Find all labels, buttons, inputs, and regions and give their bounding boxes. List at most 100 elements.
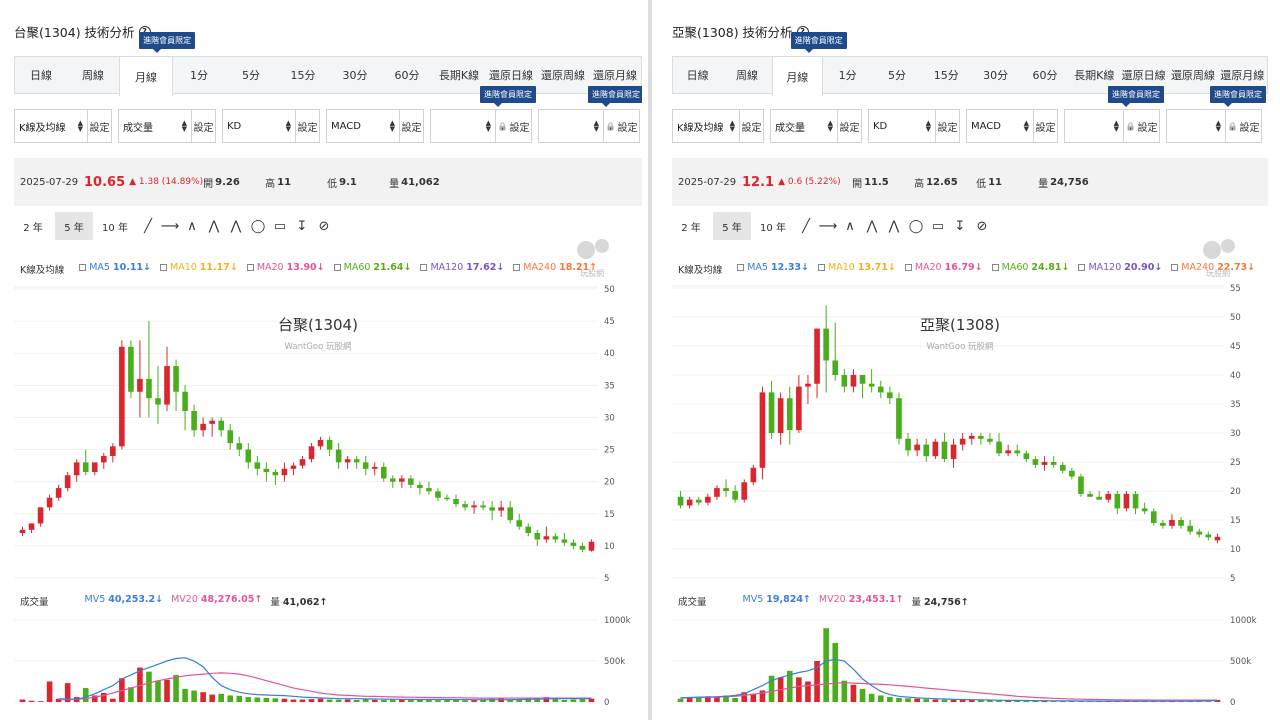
volume-bar xyxy=(1032,700,1039,702)
settings-label: 設定 xyxy=(193,122,214,134)
tab-6[interactable]: 30分 xyxy=(983,69,1009,82)
indicator-dropdown[interactable]: ▲ ▼ xyxy=(1065,110,1123,142)
hline-tool-icon[interactable]: ⟶ xyxy=(160,218,180,234)
settings-button[interactable]: 設定 xyxy=(295,110,319,142)
hide-tool-icon[interactable]: ⊘ xyxy=(976,218,988,234)
ma-item[interactable]: MA240 22.73↓ xyxy=(1171,262,1255,276)
settings-button[interactable]: 🔒 設定 xyxy=(1123,110,1159,142)
price-chart[interactable]: 55 50 45 40 35 30 25 20 15 10 5 亞聚(1308) WantGoo 玩股網… xyxy=(672,0,1268,720)
tab-7[interactable]: 60分 xyxy=(1032,69,1058,82)
tab-2[interactable]: 月線 xyxy=(771,57,823,96)
indicator-dropdown[interactable]: K線及均線 ▲ ▼ xyxy=(673,110,739,142)
tab-11[interactable]: 還原月線 xyxy=(593,69,637,82)
line-tool-icon[interactable]: ╱ xyxy=(144,218,152,234)
indicator-dropdown[interactable]: MACD ▲ ▼ xyxy=(327,110,399,142)
indicator-dropdown[interactable]: MACD ▲ ▼ xyxy=(967,110,1033,142)
ma-item[interactable]: MA10 13.71↓ xyxy=(818,262,896,276)
circle-tool-icon[interactable]: ◯ xyxy=(250,218,266,234)
tab-8[interactable]: 長期K線 xyxy=(438,69,480,82)
dropdown-value: MACD xyxy=(331,120,361,132)
tab-7[interactable]: 60分 xyxy=(394,69,420,82)
volume-bar xyxy=(245,697,252,702)
abc-tool-icon[interactable]: ⋀ xyxy=(208,218,220,234)
dropdown-value: 成交量 xyxy=(123,122,153,134)
range-button-2[interactable]: 10 年 xyxy=(102,222,128,234)
ma-item[interactable]: MA20 13.90↓ xyxy=(246,262,325,276)
tab-1[interactable]: 周線 xyxy=(82,69,104,82)
indicator-dropdown[interactable]: KD ▲ ▼ xyxy=(223,110,295,142)
candle xyxy=(462,500,468,511)
text-tool-icon[interactable]: ↧ xyxy=(296,218,308,234)
tab-5[interactable]: 15分 xyxy=(933,69,959,82)
hline-tool-icon[interactable]: ⟶ xyxy=(818,218,838,234)
settings-button[interactable]: 🔒 設定 xyxy=(495,110,531,142)
settings-button[interactable]: 設定 xyxy=(399,110,423,142)
ma-item[interactable]: MA120 20.90↓ xyxy=(1078,262,1162,276)
abc-tool-icon[interactable]: ⋀ xyxy=(866,218,878,234)
tab-11[interactable]: 還原月線 xyxy=(1220,69,1265,82)
rect-tool-icon[interactable]: ▭ xyxy=(273,218,287,234)
hide-tool-icon[interactable]: ⊘ xyxy=(318,218,330,234)
mv-item: 量 41,062↑ xyxy=(270,594,327,608)
updown-icon: ▲ ▼ xyxy=(285,119,291,133)
indicator-dropdown[interactable]: ▲ ▼ xyxy=(539,110,603,142)
ma-item[interactable]: MA20 16.79↓ xyxy=(904,262,983,276)
range-button-0[interactable]: 2 年 xyxy=(681,222,701,234)
range-button-1[interactable]: 5 年 xyxy=(55,212,93,240)
tab-4[interactable]: 5分 xyxy=(887,69,906,82)
ma-item[interactable]: MA60 24.81↓ xyxy=(991,262,1069,276)
candle xyxy=(796,375,802,433)
indicator-dropdown[interactable]: ▲ ▼ xyxy=(1167,110,1225,142)
text-tool-icon[interactable]: ↧ xyxy=(954,218,966,234)
indicator-dropdown[interactable]: 成交量 ▲ ▼ xyxy=(119,110,191,142)
tab-5[interactable]: 15分 xyxy=(290,69,316,82)
settings-button[interactable]: 設定 xyxy=(191,110,215,142)
price-tick: 40 xyxy=(1230,371,1241,381)
settings-button[interactable]: 設定 xyxy=(935,110,959,142)
ma-item[interactable]: MA120 17.62↓ xyxy=(420,262,504,276)
ma-item[interactable]: MA10 11.17↓ xyxy=(160,262,238,276)
settings-button[interactable]: 設定 xyxy=(1033,110,1057,142)
line-tool-icon[interactable]: ╱ xyxy=(802,218,810,234)
indicator-dropdown[interactable]: KD ▲ ▼ xyxy=(869,110,935,142)
ma-item[interactable]: MA5 12.33↓ xyxy=(737,262,809,276)
range-button-0[interactable]: 2 年 xyxy=(23,222,43,234)
settings-button[interactable]: 🔒 設定 xyxy=(603,110,639,142)
tab-3[interactable]: 1分 xyxy=(838,69,857,82)
indicator-dropdown[interactable]: ▲ ▼ xyxy=(431,110,495,142)
settings-button[interactable]: 設定 xyxy=(87,110,111,142)
ma-item[interactable]: MA240 18.21↑ xyxy=(513,262,597,276)
tab-10[interactable]: 還原周線 xyxy=(541,69,585,82)
indicator-dropdown[interactable]: 成交量 ▲ ▼ xyxy=(771,110,837,142)
tab-10[interactable]: 還原周線 xyxy=(1170,69,1215,82)
settings-button[interactable]: 設定 xyxy=(739,110,763,142)
tab-9[interactable]: 還原日線 xyxy=(489,69,533,82)
circle-tool-icon[interactable]: ◯ xyxy=(908,218,924,234)
settings-button[interactable]: 🔒 設定 xyxy=(1225,110,1261,142)
tab-8[interactable]: 長期K線 xyxy=(1074,69,1115,82)
range-button-1[interactable]: 5 年 xyxy=(713,212,751,240)
ma-item[interactable]: MA5 10.11↓ xyxy=(79,262,151,276)
tab-2[interactable]: 月線 xyxy=(119,57,173,96)
settings-label: 設定 xyxy=(1239,122,1260,134)
price-chart[interactable]: 50 45 40 35 30 25 20 15 10 5 台聚(1304) WantGoo 玩股網 玩股… xyxy=(14,0,642,720)
settings-button[interactable]: 設定 xyxy=(837,110,861,142)
tab-9[interactable]: 還原日線 xyxy=(1121,69,1166,82)
abcde-tool-icon[interactable]: ⋀ xyxy=(888,218,900,234)
ma-item[interactable]: MA60 21.64↓ xyxy=(333,262,411,276)
abcde-tool-icon[interactable]: ⋀ xyxy=(230,218,242,234)
tab-3[interactable]: 1分 xyxy=(190,69,208,82)
candle xyxy=(426,481,432,495)
candle xyxy=(182,385,188,431)
tab-1[interactable]: 周線 xyxy=(735,69,758,82)
settings-label: 設定 xyxy=(401,122,422,134)
tab-0[interactable]: 日線 xyxy=(686,69,709,82)
tab-6[interactable]: 30分 xyxy=(342,69,368,82)
tab-0[interactable]: 日線 xyxy=(30,69,52,82)
angle-tool-icon[interactable]: ∧ xyxy=(845,218,855,234)
range-button-2[interactable]: 10 年 xyxy=(760,222,786,234)
indicator-dropdown[interactable]: K線及均線 ▲ ▼ xyxy=(15,110,87,142)
angle-tool-icon[interactable]: ∧ xyxy=(187,218,197,234)
rect-tool-icon[interactable]: ▭ xyxy=(931,218,945,234)
tab-4[interactable]: 5分 xyxy=(242,69,260,82)
